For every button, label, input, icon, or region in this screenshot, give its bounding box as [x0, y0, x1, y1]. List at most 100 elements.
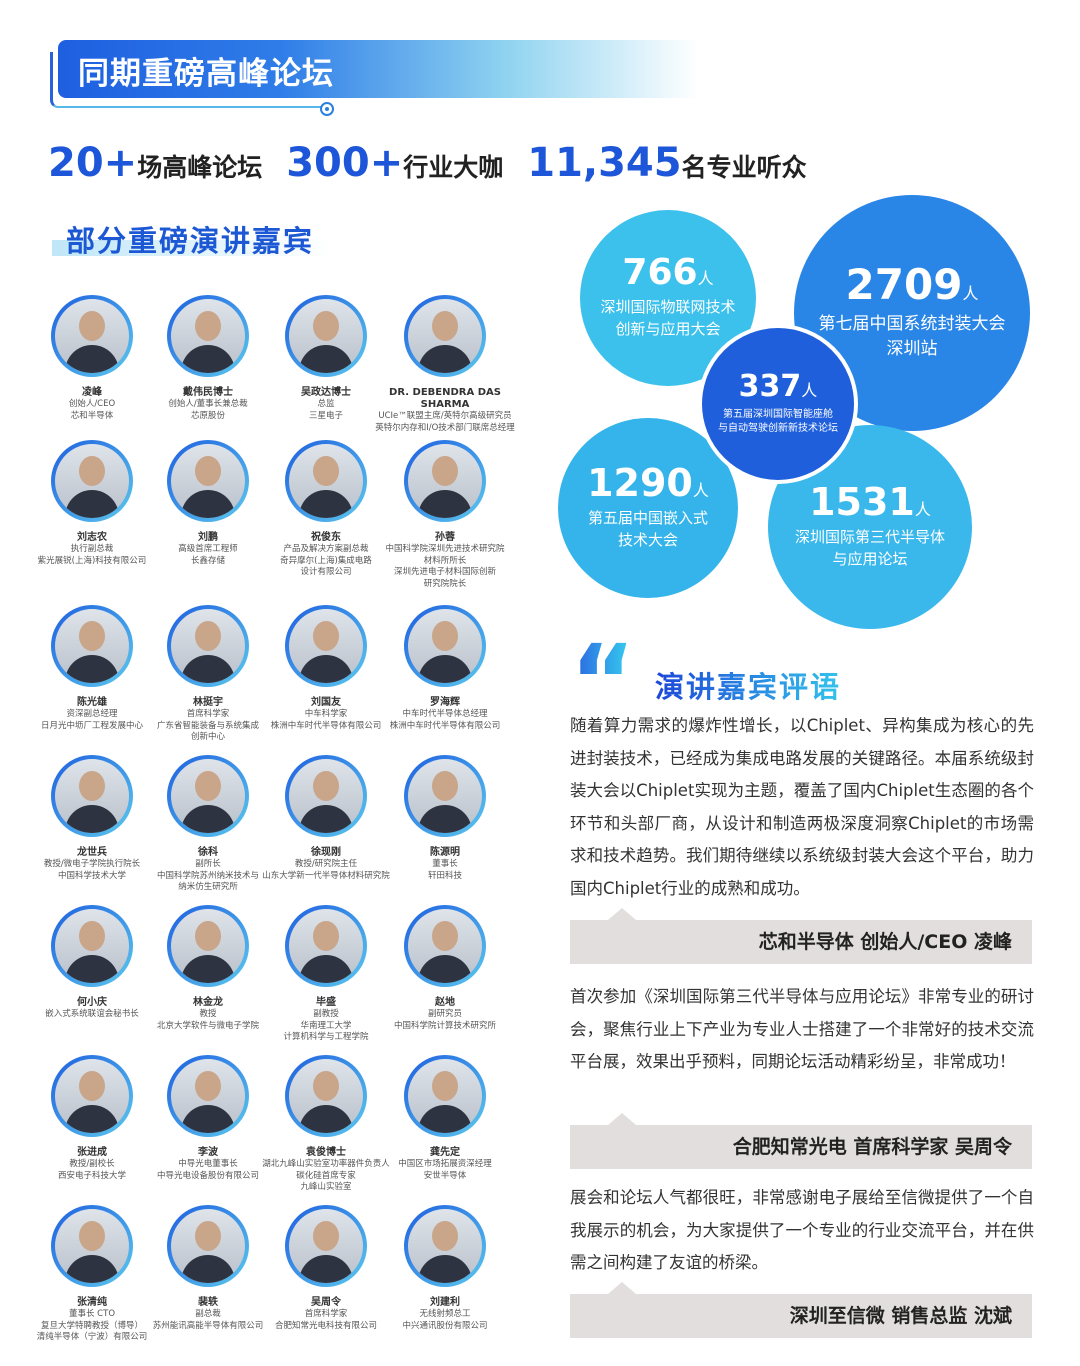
speaker-name: 凌峰	[82, 387, 102, 398]
speaker-title: UCIe™联盟主席/英特尔高级研究员	[378, 411, 512, 421]
speaker-title: 中国科学院计算技术研究所	[393, 1020, 496, 1031]
avatar	[289, 1059, 363, 1133]
forum-name: 第七届中国系统封装大会	[818, 314, 1006, 335]
speaker-title: 合肥知常光电科技有限公司	[274, 1320, 377, 1331]
speaker-photo	[285, 905, 367, 987]
avatar	[171, 299, 245, 373]
speaker-card: 袁俊博士 湖北九峰山实验室功率器件负责人 碳化硅首席专家 九峰山实验室	[251, 1055, 401, 1194]
speaker-name: 刘建利	[430, 1297, 460, 1308]
avatar	[289, 909, 363, 983]
speaker-name: 陈源明	[430, 847, 460, 858]
attendance-count: 1531人	[809, 480, 931, 525]
speaker-title: 计算机科学与工程学院	[283, 1032, 369, 1042]
avatar	[408, 444, 482, 518]
avatar	[289, 759, 363, 833]
speaker-card: 陈光雄 资深副总经理 日月光中坜厂工程发展中心	[17, 605, 167, 732]
speaker-title: 教授/微电子学院执行院长	[43, 859, 141, 869]
speaker-title: 副总裁	[195, 1309, 221, 1319]
speaker-title: 清纯半导体（宁波）有限公司	[36, 1332, 148, 1342]
speaker-name: 张进成	[77, 1147, 107, 1158]
speaker-title: 中车时代半导体总经理	[402, 709, 488, 719]
page-title: 同期重磅高峰论坛	[78, 56, 334, 92]
speaker-title: 长鑫存储	[190, 555, 225, 566]
speaker-title: 中国科学院深圳先进技术研究院	[385, 544, 505, 554]
forum-name: 与自动驾驶创新新技术论坛	[718, 423, 838, 434]
forum-name: 第五届中国嵌入式	[587, 509, 708, 528]
speaker-card: 龙世兵 教授/微电子学院执行院长 中国科学技术大学	[17, 755, 167, 882]
speaker-title: 中国科学院苏州纳米技术与	[156, 870, 259, 881]
avatar	[171, 609, 245, 683]
speaker-title: 紫光展锐(上海)科技有限公司	[37, 555, 147, 566]
speaker-title: 山东大学新一代半导体材料研究院	[262, 870, 390, 881]
speaker-photo	[51, 605, 133, 687]
speaker-name: 龚先定	[430, 1147, 460, 1158]
speaker-title: 副所长	[195, 859, 221, 869]
speaker-name: 刘鹏	[198, 532, 218, 543]
heading-highlight	[52, 240, 332, 256]
speaker-card: 孙蓉 中国科学院深圳先进技术研究院 材料所所长 深圳先进电子材料国际创新 研究院院长	[370, 440, 520, 590]
avatar	[289, 609, 363, 683]
bubble-337: 337人 第五届深圳国际智能座舱 与自动驾驶创新新技术论坛	[698, 324, 858, 484]
speaker-title: 首席科学家	[304, 1309, 348, 1319]
speaker-title: 广东省智能装备与系统集成	[156, 720, 259, 731]
avatar	[289, 299, 363, 373]
speaker-name: DR. DEBENDRA DAS SHARMA	[389, 387, 501, 410]
speaker-name: 刘国友	[311, 697, 341, 708]
avatar	[171, 909, 245, 983]
avatar	[55, 609, 129, 683]
speaker-title: 产品及解决方案副总裁	[283, 544, 369, 554]
speaker-name: 戴伟民博士	[183, 387, 233, 398]
speaker-title: 中导光电董事长	[178, 1159, 238, 1169]
speaker-photo	[51, 440, 133, 522]
speaker-title: 教授	[199, 1009, 217, 1019]
speaker-photo	[167, 295, 249, 377]
speaker-card: 徐科 副所长 中国科学院苏州纳米技术与 纳米仿生研究所	[133, 755, 283, 894]
speaker-title: 三星电子	[308, 410, 343, 421]
speaker-card: 林挺宇 首席科学家 广东省智能装备与系统集成 创新中心	[133, 605, 283, 744]
speaker-photo	[404, 755, 486, 837]
speaker-card: 戴伟民博士 创始人/董事长兼总裁 芯原股份	[133, 295, 283, 422]
speaker-card: 徐现刚 教授/研究院主任 山东大学新一代半导体材料研究院	[251, 755, 401, 882]
speaker-title: 深圳先进电子材料国际创新	[393, 567, 496, 577]
stats-row: 20+场高峰论坛 300+行业大咖 11,345名专业听众	[48, 140, 807, 186]
forum-name: 第五届深圳国际智能座舱	[723, 408, 833, 420]
forum-name: 深圳站	[886, 339, 938, 359]
speaker-title: 中导光电设备股份有限公司	[156, 1170, 259, 1181]
speaker-title: 创新中心	[190, 732, 225, 742]
speaker-title: 苏州能讯高能半导体有限公司	[152, 1320, 264, 1331]
speaker-card: 祝俊东 产品及解决方案副总裁 奇异摩尔(上海)集成电路 设计有限公司	[251, 440, 401, 579]
speaker-title: 董事长	[432, 859, 458, 869]
avatar	[171, 759, 245, 833]
speaker-photo	[167, 1205, 249, 1287]
speaker-title: 奇异摩尔(上海)集成电路	[280, 555, 372, 566]
speaker-photo	[167, 1055, 249, 1137]
speaker-title: 九峰山实验室	[300, 1182, 352, 1192]
stat-forums: 20+场高峰论坛	[48, 140, 263, 186]
speaker-title: 无线射频总工	[419, 1309, 471, 1319]
forum-name: 创新与应用大会	[615, 320, 721, 338]
speaker-title: 北京大学软件与微电子学院	[156, 1020, 259, 1031]
speaker-photo	[404, 1055, 486, 1137]
speaker-name: 刘志农	[77, 532, 107, 543]
avatar	[408, 609, 482, 683]
speaker-card: 刘国友 中车科学家 株洲中车时代半导体有限公司	[251, 605, 401, 732]
speaker-name: 吴周令	[311, 1297, 341, 1308]
review-author: 芯和半导体 创始人/CEO 凌峰	[570, 908, 1032, 964]
speaker-photo	[404, 295, 486, 377]
speaker-card: 张进成 教授/副校长 西安电子科技大学	[17, 1055, 167, 1182]
speaker-title: 嵌入式系统联谊会秘书长	[45, 1009, 139, 1019]
speaker-photo	[285, 605, 367, 687]
review-text: 展会和论坛人气都很旺，非常感谢电子展给至信微提供了一个自我展示的机会，为大家提供…	[570, 1188, 1034, 1272]
speaker-title: 轩田科技	[427, 870, 462, 881]
speakers-heading: 部分重磅演讲嘉宾	[52, 218, 352, 258]
speaker-title: 执行副总裁	[70, 544, 114, 554]
speaker-title: 湖北九峰山实验室功率器件负责人	[262, 1159, 390, 1169]
review-author: 合肥知常光电 首席科学家 吴周令	[570, 1113, 1032, 1169]
speaker-title: 董事长 CTO	[68, 1309, 116, 1319]
speaker-card: 林金龙 教授 北京大学软件与微电子学院	[133, 905, 283, 1032]
speaker-title: 中兴通讯股份有限公司	[402, 1320, 488, 1331]
header-decor-line	[50, 52, 330, 108]
speaker-title: 研究院院长	[423, 578, 467, 589]
avatar	[171, 444, 245, 518]
speaker-title: 株洲中车时代半导体有限公司	[270, 720, 382, 731]
